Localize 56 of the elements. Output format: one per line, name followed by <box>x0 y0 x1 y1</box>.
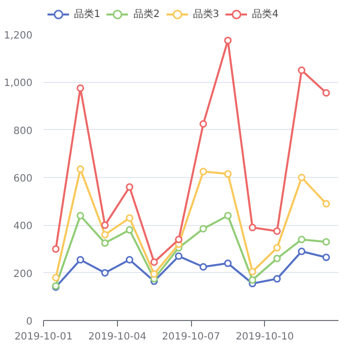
point <box>126 214 134 222</box>
y-tick-label: 1,000 <box>4 78 33 90</box>
point <box>174 252 182 260</box>
point <box>273 244 281 252</box>
point <box>248 224 256 232</box>
point <box>298 66 306 74</box>
y-tick-label: 200 <box>13 268 33 280</box>
point <box>126 183 134 191</box>
point <box>150 258 158 266</box>
point <box>322 254 330 262</box>
point <box>273 275 281 283</box>
point <box>200 120 208 128</box>
point <box>298 248 306 256</box>
point <box>322 200 330 208</box>
point <box>224 260 232 268</box>
point <box>248 268 256 276</box>
x-tick-label: 2019-10-01 <box>14 332 73 342</box>
point <box>76 84 84 92</box>
legend-label: 品类3 <box>192 8 220 21</box>
y-tick-label: 1,200 <box>4 30 33 42</box>
point <box>224 212 232 220</box>
point <box>126 226 134 234</box>
point <box>76 212 84 220</box>
point <box>52 245 60 253</box>
point <box>150 270 158 278</box>
point <box>174 236 182 244</box>
legend-label: 品类2 <box>133 8 160 21</box>
legend-label: 品类4 <box>252 8 278 21</box>
point <box>200 263 208 271</box>
point <box>298 236 306 244</box>
point <box>101 230 109 238</box>
point <box>322 89 330 97</box>
point <box>248 276 256 284</box>
x-tick-label: 2019-10-10 <box>236 332 294 342</box>
point <box>101 269 109 277</box>
point <box>298 174 306 182</box>
point <box>200 225 208 232</box>
point <box>126 256 134 264</box>
point <box>224 170 232 178</box>
point <box>101 239 109 247</box>
y-tick-label: 400 <box>13 221 33 232</box>
point <box>273 254 281 262</box>
legend-label: 品类1 <box>74 8 100 21</box>
x-tick-label: 2019-10-07 <box>162 332 220 342</box>
point <box>52 274 60 282</box>
point <box>101 221 109 229</box>
point <box>322 238 330 246</box>
point <box>224 36 232 44</box>
point <box>200 168 208 176</box>
point <box>76 256 84 264</box>
y-tick-label: 0 <box>26 316 33 328</box>
point <box>76 165 84 173</box>
x-tick-label: 2019-10-04 <box>88 332 146 342</box>
point <box>273 227 281 235</box>
y-tick-label: 800 <box>13 126 33 137</box>
y-tick-label: 600 <box>13 174 33 184</box>
